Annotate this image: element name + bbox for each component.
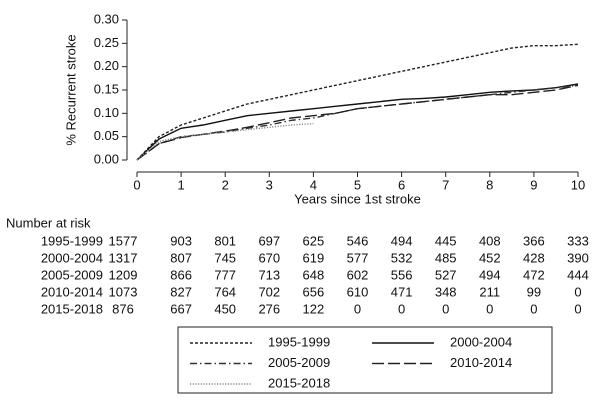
series-line <box>136 84 579 161</box>
risk-value: 667 <box>170 301 192 316</box>
risk-value: 801 <box>214 233 236 248</box>
x-axis-label: Years since 1st stroke <box>294 191 421 206</box>
x-tick-label: 2 <box>222 177 229 192</box>
series-line <box>136 84 579 161</box>
x-tick-label: 0 <box>133 177 140 192</box>
risk-row-label: 2000-2004 <box>41 250 103 265</box>
x-tick-label: 9 <box>530 177 537 192</box>
y-tick-label: 0.05 <box>94 128 119 143</box>
risk-value: 777 <box>214 267 236 282</box>
risk-value: 702 <box>258 284 280 299</box>
risk-value: 577 <box>347 250 369 265</box>
y-tick-label: 0.10 <box>94 105 119 120</box>
legend-label: 1995-1999 <box>268 334 330 349</box>
y-axis-label: % Recurrent stroke <box>63 34 78 145</box>
risk-row-label: 2010-2014 <box>41 284 103 299</box>
risk-value: 713 <box>258 267 280 282</box>
risk-value: 0 <box>530 301 537 316</box>
risk-row-label: 2015-2018 <box>41 301 103 316</box>
risk-value: 211 <box>479 284 500 299</box>
x-tick-label: 7 <box>442 177 449 192</box>
risk-value: 122 <box>303 301 325 316</box>
risk-value: 625 <box>303 233 325 248</box>
risk-value: 348 <box>435 284 457 299</box>
legend-label: 2000-2004 <box>450 334 512 349</box>
risk-value: 697 <box>258 233 280 248</box>
y-tick-label: 0.15 <box>94 81 119 96</box>
risk-row-label: 2005-2009 <box>41 267 103 282</box>
risk-value: 807 <box>170 250 192 265</box>
risk-value: 876 <box>112 301 134 316</box>
risk-value: 764 <box>214 284 236 299</box>
risk-value: 648 <box>303 267 325 282</box>
risk-value: 0 <box>486 301 493 316</box>
risk-value: 556 <box>391 267 413 282</box>
risk-value: 0 <box>574 284 581 299</box>
risk-value: 333 <box>567 233 589 248</box>
risk-value: 1073 <box>109 284 138 299</box>
risk-value: 444 <box>567 267 589 282</box>
risk-value: 471 <box>391 284 413 299</box>
x-tick-label: 4 <box>310 177 317 192</box>
risk-value: 450 <box>214 301 236 316</box>
legend-box <box>177 326 553 394</box>
risk-value: 0 <box>398 301 405 316</box>
risk-value: 866 <box>170 267 192 282</box>
risk-value: 532 <box>391 250 413 265</box>
risk-value: 428 <box>523 250 545 265</box>
series-line <box>136 43 579 161</box>
x-tick-label: 1 <box>177 177 184 192</box>
risk-value: 494 <box>479 267 501 282</box>
risk-value: 485 <box>435 250 457 265</box>
legend-label: 2005-2009 <box>268 355 330 370</box>
series-line <box>136 83 579 161</box>
risk-value: 0 <box>442 301 449 316</box>
risk-value: 1577 <box>109 233 138 248</box>
risk-value: 745 <box>214 250 236 265</box>
risk-value: 602 <box>347 267 369 282</box>
y-tick-label: 0.25 <box>94 35 119 50</box>
risk-value: 276 <box>258 301 280 316</box>
risk-value: 610 <box>347 284 369 299</box>
x-tick-label: 5 <box>354 177 361 192</box>
risk-value: 1317 <box>109 250 138 265</box>
x-tick-label: 8 <box>486 177 493 192</box>
risk-value: 1209 <box>109 267 138 282</box>
legend-label: 2010-2014 <box>450 355 512 370</box>
legend-label: 2015-2018 <box>268 375 330 390</box>
risk-value: 452 <box>479 250 501 265</box>
risk-value: 619 <box>303 250 325 265</box>
risk-table-title: Number at risk <box>6 215 91 230</box>
risk-value: 670 <box>258 250 280 265</box>
risk-value: 99 <box>527 284 541 299</box>
risk-value: 827 <box>170 284 192 299</box>
x-tick-label: 10 <box>571 177 585 192</box>
series-line <box>136 122 314 161</box>
risk-value: 408 <box>479 233 501 248</box>
x-tick-label: 6 <box>398 177 405 192</box>
y-tick-label: 0.20 <box>94 58 119 73</box>
y-tick-label: 0.00 <box>94 151 119 166</box>
risk-value: 445 <box>435 233 457 248</box>
risk-value: 0 <box>574 301 581 316</box>
risk-value: 0 <box>354 301 361 316</box>
risk-value: 903 <box>170 233 192 248</box>
risk-value: 546 <box>347 233 369 248</box>
risk-value: 366 <box>523 233 545 248</box>
risk-row-label: 1995-1999 <box>41 233 103 248</box>
risk-value: 494 <box>391 233 413 248</box>
risk-value: 390 <box>567 250 589 265</box>
risk-value: 527 <box>435 267 457 282</box>
risk-value: 656 <box>303 284 325 299</box>
y-tick-label: 0.30 <box>94 11 119 26</box>
x-tick-label: 3 <box>266 177 273 192</box>
risk-value: 472 <box>523 267 545 282</box>
